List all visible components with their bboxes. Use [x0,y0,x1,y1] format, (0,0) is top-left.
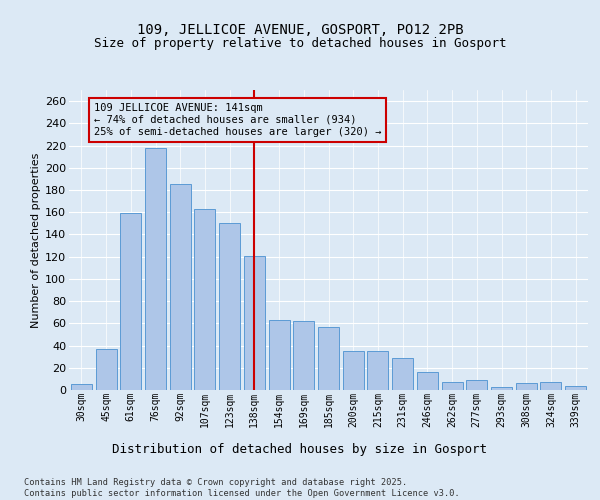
Text: Size of property relative to detached houses in Gosport: Size of property relative to detached ho… [94,38,506,51]
Bar [269,320,290,390]
Bar [293,321,314,390]
Bar [120,214,141,390]
Bar [318,326,339,390]
Bar [244,256,265,390]
Bar [343,351,364,390]
Bar [392,358,413,390]
Text: Distribution of detached houses by size in Gosport: Distribution of detached houses by size … [113,442,487,456]
Bar [491,386,512,390]
Bar [565,386,586,390]
Y-axis label: Number of detached properties: Number of detached properties [31,152,41,328]
Bar [170,184,191,390]
Bar [219,224,240,390]
Bar [417,372,438,390]
Text: 109 JELLICOE AVENUE: 141sqm
← 74% of detached houses are smaller (934)
25% of se: 109 JELLICOE AVENUE: 141sqm ← 74% of det… [94,104,381,136]
Bar [541,382,562,390]
Bar [516,384,537,390]
Bar [367,351,388,390]
Bar [145,148,166,390]
Text: Contains HM Land Registry data © Crown copyright and database right 2025.
Contai: Contains HM Land Registry data © Crown c… [24,478,460,498]
Bar [95,349,116,390]
Bar [194,209,215,390]
Text: 109, JELLICOE AVENUE, GOSPORT, PO12 2PB: 109, JELLICOE AVENUE, GOSPORT, PO12 2PB [137,22,463,36]
Bar [466,380,487,390]
Bar [71,384,92,390]
Bar [442,382,463,390]
